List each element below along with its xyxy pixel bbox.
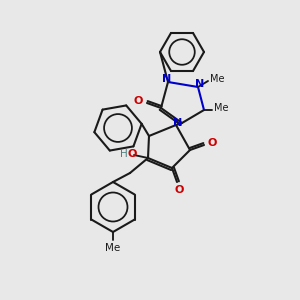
Text: O: O: [127, 149, 137, 159]
Text: H: H: [120, 149, 128, 159]
Text: N: N: [173, 118, 183, 128]
Text: N: N: [195, 79, 205, 89]
Text: Me: Me: [210, 74, 224, 84]
Text: Me: Me: [105, 243, 121, 253]
Text: O: O: [174, 185, 184, 195]
Text: O: O: [207, 138, 217, 148]
Text: N: N: [162, 74, 172, 84]
Text: Me: Me: [214, 103, 229, 113]
Text: O: O: [133, 96, 143, 106]
